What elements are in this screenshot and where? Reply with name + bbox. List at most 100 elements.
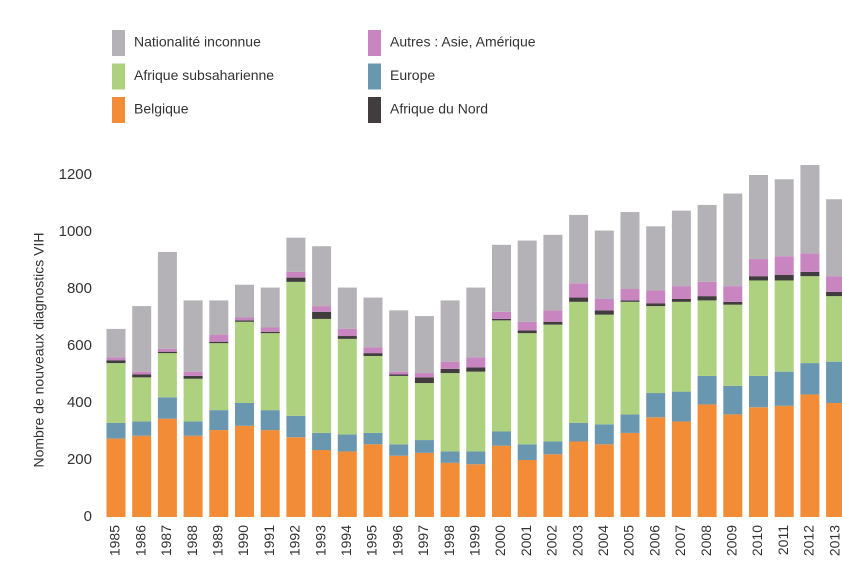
legend-label: Afrique subsaharienne [134,67,274,83]
bar-segment [543,310,563,322]
bar-segment [414,383,434,441]
bar-segment [389,374,409,376]
bar-segment [594,310,614,315]
bar-segment [466,451,486,465]
bar-segment [337,451,357,517]
x-tick-label: 2013 [826,525,842,556]
bar-segment [492,445,511,517]
legend-swatch [112,30,125,56]
bar-segment [389,371,409,375]
x-tick-label: 1995 [364,525,380,556]
bar-segment [260,287,280,328]
bar-segment [646,306,666,394]
bar-segment [106,328,126,358]
bar-segment [235,317,254,321]
bar-segment [492,311,511,319]
bar-segment [671,391,691,422]
bar-segment [106,360,126,364]
y-tick-label: 1200 [59,166,92,183]
x-tick-label: 1994 [338,525,354,556]
bar-segment [671,286,691,299]
y-tick-label: 0 [84,508,92,525]
bar-segment [440,373,460,452]
bar-segment [697,375,717,405]
bar-segment [183,421,203,436]
bar-segment [774,274,794,281]
x-tick-label: 1992 [287,525,303,556]
bar-segment [517,444,537,460]
x-tick-label: 2008 [698,525,714,556]
bar-segment [235,425,254,517]
legend-label: Nationalité inconnue [134,34,261,50]
x-tick-label: 1997 [415,525,431,556]
y-tick-label: 200 [67,451,92,468]
bar-segment [646,290,666,304]
bar-segment [235,284,254,318]
bar-segment [132,377,152,422]
bar-segment [543,234,563,311]
bar-segment [800,271,820,277]
bar-segment [826,276,842,292]
bar-segment [466,464,486,517]
bar-segment [826,199,842,277]
legend-label: Belgique [134,101,189,117]
bar-segment [260,331,280,334]
bar-segment [286,277,306,282]
y-tick-label: 800 [67,280,92,297]
bar-segment [363,297,383,348]
bar-segment [646,226,666,291]
bar-segment [414,452,434,517]
x-tick-label: 1996 [389,525,405,556]
bar-segment [723,414,743,517]
bar-segment [517,333,537,445]
bar-segment [260,430,280,517]
bar-segment [594,314,614,425]
bar-segment [697,404,717,517]
bar-segment [569,441,589,517]
bar-segment [697,204,717,282]
bar-segment [286,281,306,416]
x-tick-label: 2003 [569,525,585,556]
bar-segment [594,230,614,299]
bar-segment [826,296,842,362]
bar-segment [569,301,589,423]
bar-segment [723,385,743,415]
bar-segment [286,271,306,278]
bar-segment [260,410,280,431]
bar-segment [414,316,434,374]
bar-segment [414,373,434,378]
bar-segment [209,430,229,517]
bar-segment [209,341,229,344]
x-tick-label: 2000 [492,525,508,556]
bar-segment [517,460,537,517]
bar-segment [594,444,614,517]
bar-segment [774,256,794,275]
legend-swatch [112,63,125,90]
bar-segment [337,336,357,339]
bar-segment [337,328,357,337]
x-tick-label: 2007 [672,525,688,556]
bar-segment [826,403,842,517]
bar-segment [646,417,666,517]
bar-segment [363,444,383,517]
x-tick-label: 2010 [749,525,765,556]
bar-segment [157,418,177,517]
bar-segment [286,415,306,438]
legend-label: Autres : Asie, Amérique [390,34,536,50]
bar-segment [209,334,229,342]
y-tick-label: 400 [67,394,92,411]
bar-segment [106,363,126,423]
legend-swatch [368,63,381,90]
x-tick-label: 2011 [775,525,791,555]
x-tick-label: 1989 [210,525,226,556]
bar-segment [157,251,177,349]
bar-segment [774,371,794,406]
bar-segment [492,431,511,446]
bar-segment [260,333,280,411]
bar-segment [826,361,842,403]
x-tick-label: 1987 [158,525,174,556]
bar-segment [209,300,229,335]
bar-segment [543,321,563,325]
x-tick-label: 2001 [518,525,534,556]
x-tick-label: 1990 [235,525,251,556]
